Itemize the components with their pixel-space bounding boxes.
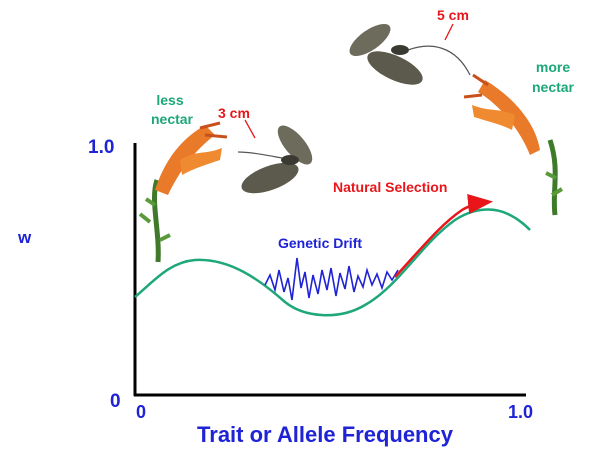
flower-right — [464, 75, 562, 215]
annotation: less — [156, 92, 183, 108]
y-tick-label: 1.0 — [88, 137, 114, 158]
y-tick-label: 0 — [110, 391, 121, 412]
y-axis-label: w — [17, 228, 32, 247]
pointer — [445, 24, 453, 40]
x-tick-label: 1.0 — [508, 402, 533, 422]
annotation: more — [536, 59, 570, 75]
fitness-landscape: 1.0 0 0 1.0 w Trait or Allele Frequency — [0, 0, 603, 450]
annotation: Genetic Drift — [278, 235, 362, 251]
annotation: 3 cm — [218, 105, 250, 121]
drift-path — [265, 258, 398, 300]
pointer — [245, 120, 255, 138]
annotation: 5 cm — [437, 7, 469, 23]
moth-short — [238, 120, 318, 199]
flower-left — [140, 123, 227, 262]
x-axis-label: Trait or Allele Frequency — [197, 422, 454, 447]
annotation: nectar — [151, 111, 194, 127]
annotation: nectar — [532, 79, 575, 95]
fitness-curve — [135, 210, 530, 316]
x-tick-label: 0 — [136, 402, 146, 422]
annotation: Natural Selection — [333, 179, 447, 195]
